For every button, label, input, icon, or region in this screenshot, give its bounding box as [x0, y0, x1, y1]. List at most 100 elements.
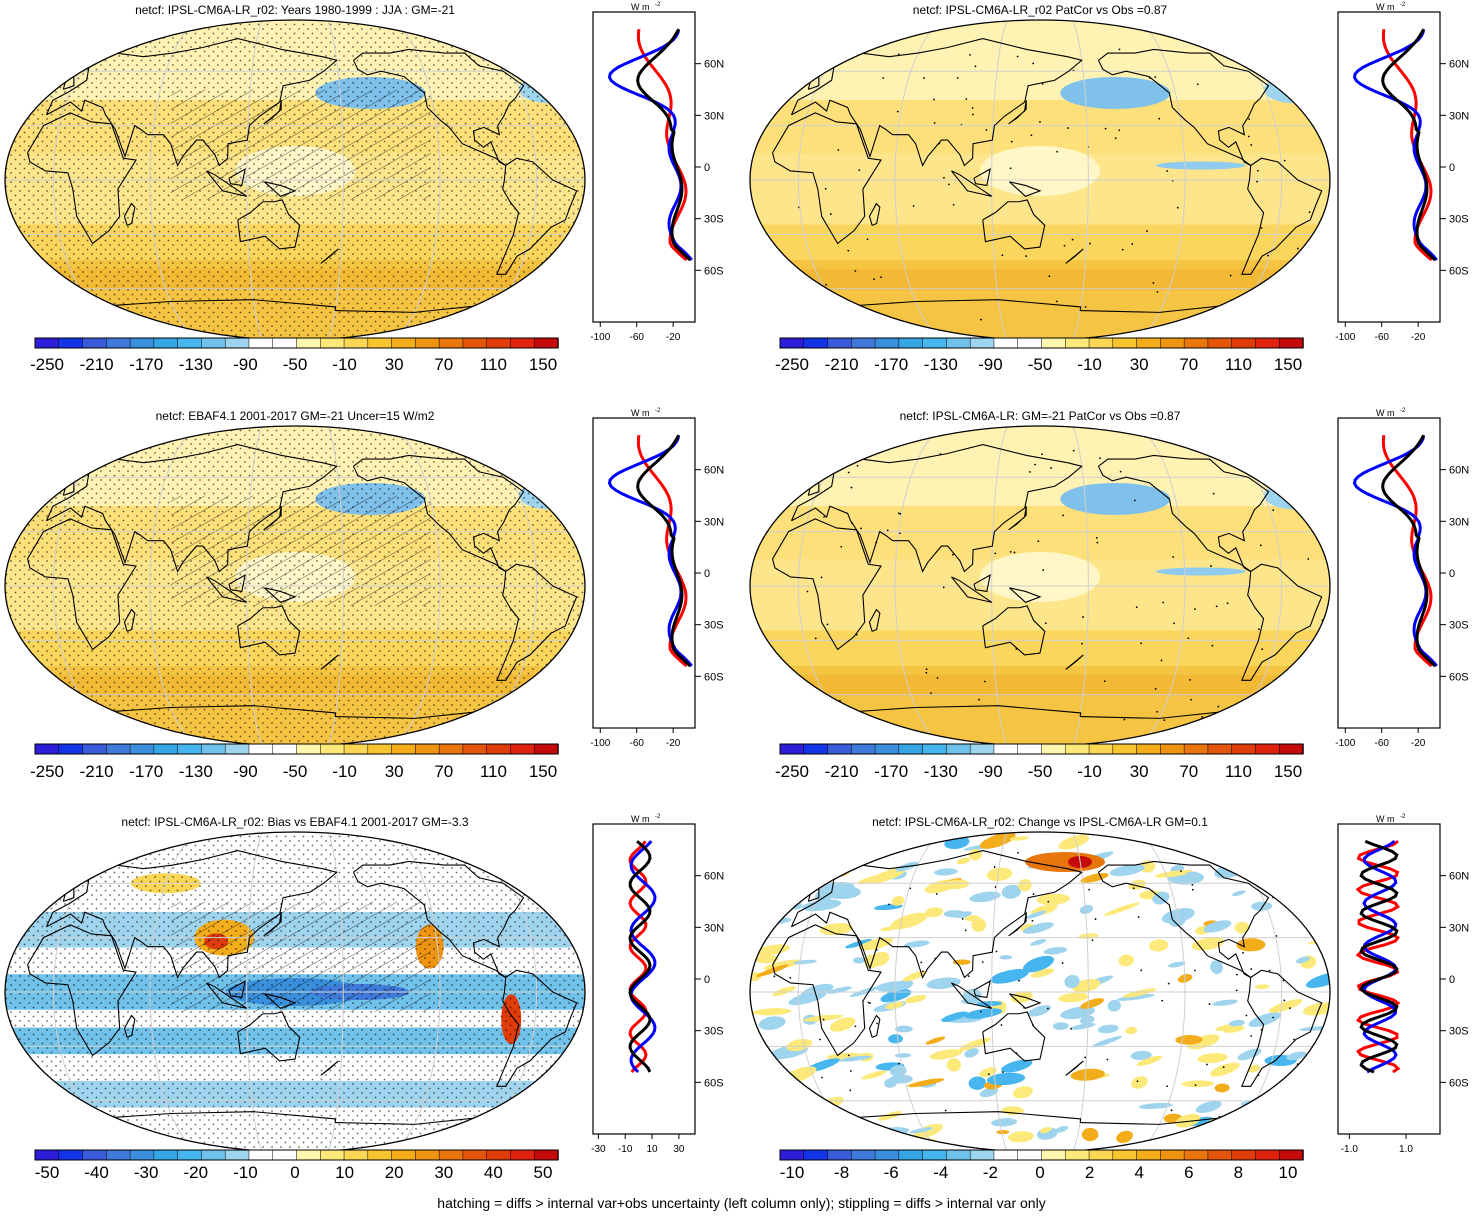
map-field	[5, 426, 585, 746]
profile-x-tick: -1.0	[1341, 1144, 1359, 1155]
profile-x-tick: -100	[1335, 332, 1355, 343]
colorbar-tick-label: 0	[290, 1163, 300, 1182]
profile-line	[636, 434, 692, 668]
lat-tick-label: 60N	[1449, 871, 1469, 883]
colorbar-tick-label: -170	[129, 355, 164, 374]
colorbar-tick-label: -10	[1077, 762, 1102, 781]
colorbar-tick-label: -130	[178, 355, 213, 374]
profile-line	[1381, 28, 1437, 262]
profile-line	[1381, 434, 1437, 668]
colorbar-tick-label: -6	[883, 1163, 899, 1182]
colorbar-tick-label: -10	[332, 762, 357, 781]
colorbar-tick-label: 10	[335, 1163, 355, 1182]
zonal-profile: 60N 30N 0 30S 60S W m -2 -100 -60 -20	[1335, 2, 1469, 343]
profile-x-tick: -20	[1411, 332, 1426, 343]
colorbar-tick-label: 30	[1129, 762, 1149, 781]
profile-x-tick: -60	[629, 332, 644, 343]
lat-tick-label: 60N	[704, 59, 724, 71]
colorbar-tick-label: -40	[84, 1163, 109, 1182]
map-figure: 60N 30N 0 30S 60S W m -2 -100 -60 -20	[4, 2, 724, 349]
colorbar-tick-label: 8	[1233, 1163, 1244, 1182]
colorbar	[779, 1149, 1304, 1161]
profile-x-tick: -100	[590, 738, 610, 749]
profile-x-tick: -20	[666, 332, 681, 343]
colorbar-tick-label: 40	[483, 1163, 503, 1182]
lat-tick-label: 30N	[1449, 516, 1469, 528]
profile-x-tick: -30	[591, 1144, 606, 1155]
map-figure: 60N 30N 0 30S 60S W m -2 -30 -10 10 30	[4, 814, 724, 1161]
profile-x-tick: 10	[646, 1144, 658, 1155]
colorbar-tick-label: -210	[824, 762, 859, 781]
colorbar-tick-label: -50	[1027, 355, 1053, 374]
map-figure: 60N 30N 0 30S 60S W m -2 -100 -60 -20	[4, 408, 724, 755]
colorbar	[34, 1149, 559, 1161]
lat-tick-label: 30N	[704, 110, 724, 122]
colorbar-tick-label: 4	[1134, 1163, 1144, 1182]
profile-line	[1352, 434, 1438, 667]
colorbar-tick-label: -130	[923, 762, 958, 781]
profile-line	[628, 840, 652, 1073]
colorbar	[34, 743, 559, 755]
lat-tick-label: 30S	[1449, 620, 1469, 632]
colorbar-labels: -10 -8 -6 -4 -2 0 2 4 6 8 10	[775, 1163, 1305, 1185]
colorbar-tick-label: -250	[774, 355, 810, 374]
colorbar-tick-label: 110	[479, 762, 507, 781]
lat-tick-label: 60S	[1449, 265, 1469, 277]
colorbar-labels: -250 -210 -170 -130 -90 -50 -10 30 70 110 150	[775, 355, 1305, 377]
map-field	[750, 426, 1330, 746]
profile-line	[629, 840, 657, 1074]
colorbar-tick-label: -90	[978, 355, 1003, 374]
lat-tick-label: 30S	[704, 1026, 724, 1038]
profile-x-tick: -60	[629, 738, 644, 749]
lat-tick-label: 60S	[1449, 1077, 1469, 1089]
map-field	[5, 20, 585, 340]
profile-line	[636, 28, 692, 262]
lat-tick-label: 60N	[1449, 59, 1469, 71]
svg-text:-2: -2	[1400, 2, 1406, 8]
colorbar-tick-label: -170	[874, 355, 909, 374]
colorbar-tick-label: -90	[233, 762, 258, 781]
lat-tick-label: 60S	[704, 265, 724, 277]
colorbar-tick-label: 0	[1035, 1163, 1045, 1182]
colorbar-tick-label: -90	[978, 762, 1003, 781]
colorbar-tick-label: 70	[434, 355, 454, 374]
profile-x-tick: -60	[1374, 332, 1389, 343]
units-label: W m	[631, 814, 650, 824]
colorbar-tick-label: -250	[774, 762, 810, 781]
colorbar	[779, 337, 1304, 349]
colorbar-labels: -250 -210 -170 -130 -90 -50 -10 30 70 110 150	[30, 355, 560, 377]
lat-tick-label: 0	[704, 974, 710, 986]
profile-x-tick: -20	[1411, 738, 1426, 749]
profile-x-tick: -20	[666, 738, 681, 749]
lat-tick-label: 30N	[1449, 922, 1469, 934]
panel-title: netcf: IPSL-CM6A-LR_r02: Bias vs EBAF4.1…	[121, 815, 469, 829]
colorbar-tick-label: 20	[384, 1163, 404, 1182]
colorbar-tick-label: 2	[1084, 1163, 1095, 1182]
colorbar-tick-label: -4	[933, 1163, 949, 1182]
lat-tick-label: 30S	[1449, 214, 1469, 226]
colorbar-labels: -250 -210 -170 -130 -90 -50 -10 30 70 110 150	[30, 762, 560, 784]
colorbar-tick-label: 150	[528, 762, 558, 781]
colorbar-tick-label: -170	[129, 762, 164, 781]
lat-tick-label: 60S	[704, 671, 724, 683]
profile-line	[628, 840, 648, 1073]
zonal-profile: 60N 30N 0 30S 60S W m -2 -100 -60 -20	[1335, 408, 1469, 749]
map-figure: 60N 30N 0 30S 60S W m -2 -1.0 1.0	[749, 814, 1469, 1161]
lat-tick-label: 30S	[704, 214, 724, 226]
colorbar-tick-label: -20	[183, 1163, 209, 1182]
lat-tick-label: 30N	[704, 922, 724, 934]
colorbar-tick-label: -10	[1077, 355, 1102, 374]
profile-x-tick: -100	[590, 332, 610, 343]
profile-line	[607, 28, 693, 261]
colorbar-tick-label: -210	[79, 762, 114, 781]
lat-tick-label: 0	[1449, 974, 1455, 986]
colorbar-tick-label: 50	[533, 1163, 553, 1182]
colorbar-tick-label: 30	[434, 1163, 454, 1182]
colorbar-tick-label: -30	[133, 1163, 159, 1182]
lat-tick-label: 0	[1449, 568, 1455, 580]
svg-text:-2: -2	[1400, 408, 1406, 414]
units-label: W m	[1376, 408, 1395, 418]
svg-text:-2: -2	[655, 408, 661, 414]
colorbar-tick-label: 110	[479, 355, 507, 374]
map-field	[750, 832, 1330, 1152]
